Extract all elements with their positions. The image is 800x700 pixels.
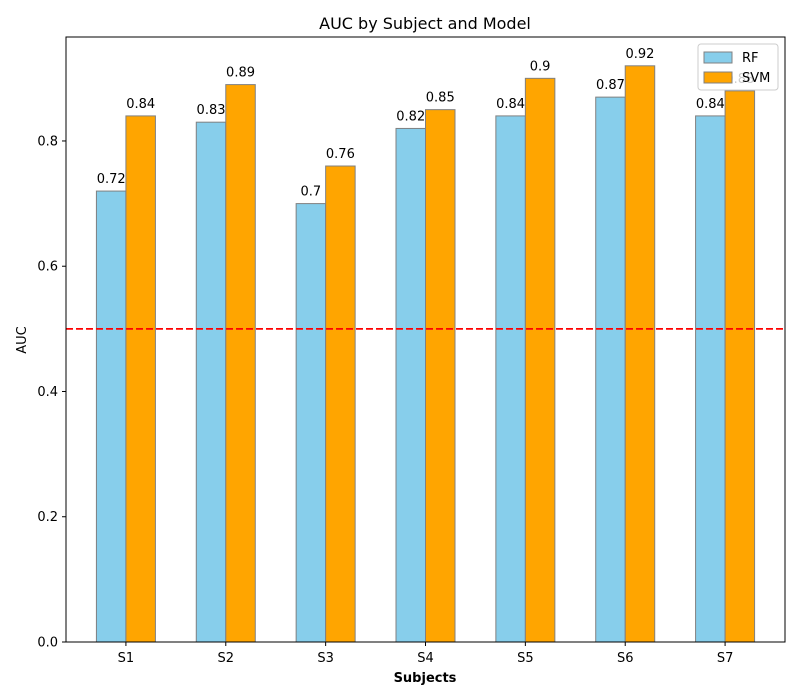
data-label-rf-s4: 0.82 (396, 109, 425, 124)
bar-svm-s7 (724, 90, 756, 643)
data-label-svm-s6: 0.92 (625, 47, 654, 62)
legend-swatch-svm (703, 71, 733, 84)
data-label-svm-s1: 0.84 (126, 97, 155, 112)
y-axis-title: AUC (15, 326, 30, 354)
bar-rf-s1 (95, 190, 127, 643)
bar-rf-s6 (595, 96, 626, 643)
legend-label-svm: SVM (742, 71, 770, 86)
bar-svm-s2 (225, 84, 256, 643)
bar-rf-s7 (695, 115, 726, 643)
bar-svm-s4 (425, 109, 456, 643)
y-tick-label: 0.6 (37, 260, 58, 275)
x-tick-label: S3 (317, 651, 334, 666)
x-tick-label: S7 (717, 651, 734, 666)
data-label-rf-s7: 0.84 (696, 97, 725, 112)
x-tick-label: S5 (517, 651, 534, 666)
bar-rf-s2 (195, 121, 227, 643)
x-tick-label: S4 (417, 651, 434, 666)
data-label-svm-s5: 0.9 (530, 59, 551, 74)
data-label-svm-s3: 0.76 (326, 147, 355, 162)
bar-rf-s3 (295, 203, 327, 643)
data-label-rf-s2: 0.83 (197, 103, 226, 118)
bar-svm-s1 (125, 115, 156, 643)
chart-title: AUC by Subject and Model (319, 14, 531, 33)
legend-label-rf: RF (742, 51, 759, 66)
y-tick-label: 0.2 (37, 510, 58, 525)
bar-rf-s5 (495, 115, 526, 643)
data-label-svm-s4: 0.85 (426, 91, 455, 106)
data-label-rf-s3: 0.7 (301, 185, 322, 200)
x-axis-title: Subjects (394, 671, 457, 686)
data-label-rf-s5: 0.84 (496, 97, 525, 112)
x-tick-label: S2 (218, 651, 235, 666)
y-tick-label: 0.0 (37, 636, 58, 651)
bar-svm-s3 (325, 165, 356, 643)
y-tick-label: 0.4 (37, 385, 58, 400)
data-label-rf-s6: 0.87 (596, 78, 625, 93)
bar-svm-s6 (624, 65, 656, 643)
bar-rf-s4 (395, 127, 426, 643)
plot-area: 0.72 0.83 0.7 0.82 0.84 0.87 0.84 0.84 0.89 0.76 0… (37, 36, 786, 666)
x-tick-label: S1 (118, 651, 135, 666)
data-label-rf-s1: 0.72 (97, 172, 126, 187)
y-tick-label: 0.8 (37, 134, 58, 149)
legend: RF SVM (697, 43, 779, 91)
data-label-svm-s2: 0.89 (226, 66, 255, 81)
bar-svm-s5 (524, 77, 556, 643)
x-tick-label: S6 (617, 651, 634, 666)
legend-swatch-rf (703, 51, 733, 64)
